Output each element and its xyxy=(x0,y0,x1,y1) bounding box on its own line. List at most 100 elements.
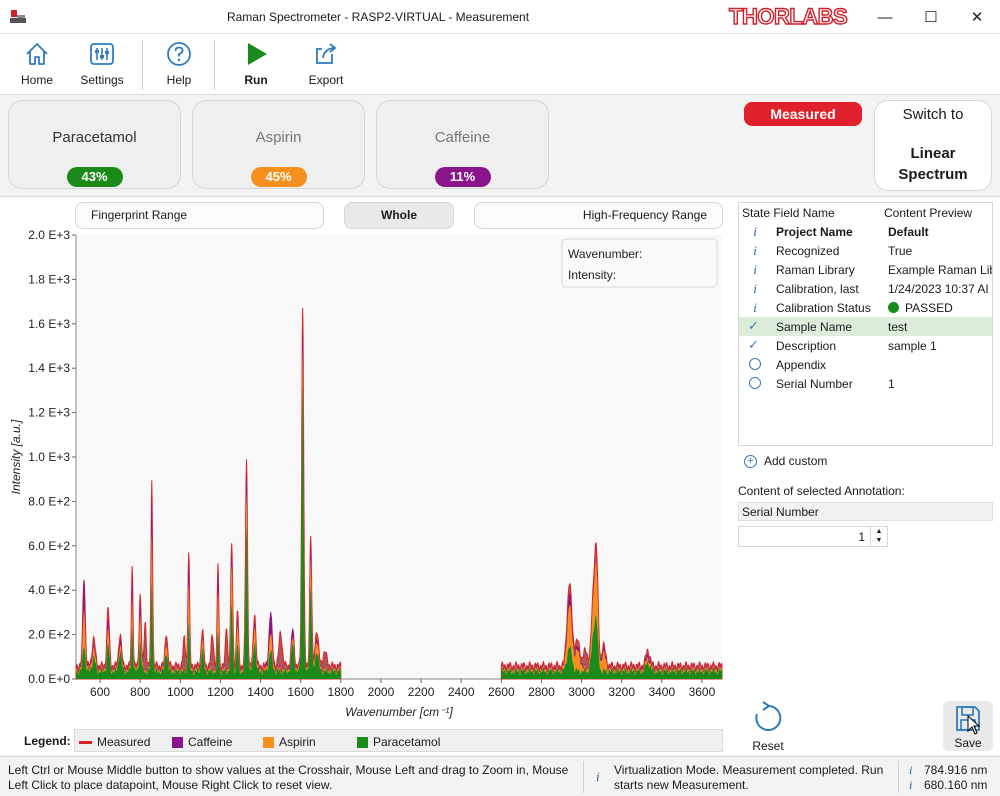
info-icon: i xyxy=(753,300,757,315)
export-button[interactable]: Export xyxy=(305,40,347,92)
row-preview-value: 1/24/2023 10:37 AI xyxy=(888,282,989,296)
stepper-value[interactable]: 1 xyxy=(858,530,865,544)
table-row[interactable]: Serial Number 1 xyxy=(739,374,992,393)
series-paracetamol xyxy=(501,615,722,679)
annotation-table: State Field Name Content Preview i Projec… xyxy=(738,202,993,446)
table-row[interactable]: i Recognized True xyxy=(739,241,992,260)
empty-circle-icon xyxy=(749,358,761,370)
close-button[interactable]: ✕ xyxy=(970,9,984,26)
y-tick-label: 1.8 E+3 xyxy=(28,272,70,286)
x-tick-label: 1400 xyxy=(247,685,274,699)
plot-area xyxy=(76,235,722,679)
spectrum-chart[interactable]: 0.0 E+0 2.0 E+2 4.0 E+2 6.0 E+2 8.0 E+2 1.0 E… xyxy=(0,197,732,727)
substance-card-paracetamol[interactable]: Paracetamol 43% xyxy=(8,100,181,189)
series-aspirin xyxy=(501,562,722,679)
toolbar-separator xyxy=(214,40,215,90)
y-tick-label: 1.2 E+3 xyxy=(28,406,70,420)
annotation-panel: State Field Name Content Preview i Projec… xyxy=(732,197,1000,755)
chart-panel: Fingerprint Range Whole High-Frequency R… xyxy=(0,197,732,755)
legend-item-paracetamol: Paracetamol xyxy=(357,735,440,749)
stepper-down-icon[interactable]: ▼ xyxy=(875,537,883,544)
row-preview-value: sample 1 xyxy=(888,339,937,353)
status-badge: Measured xyxy=(744,102,862,126)
annotation-value-stepper[interactable]: 1 ▲ ▼ xyxy=(738,526,888,547)
stepper-up-icon[interactable]: ▲ xyxy=(875,528,883,535)
table-row[interactable]: i Project Name Default xyxy=(739,222,992,241)
legend-item-measured: Measured xyxy=(79,735,150,749)
check-icon: ✓ xyxy=(748,337,759,352)
crosshair-info-box xyxy=(561,238,718,288)
legend-item-caffeine: Caffeine xyxy=(172,735,232,749)
title-bar: Raman Spectrometer - RASP2-VIRTUAL - Mea… xyxy=(0,0,1000,34)
status-bar: Left Ctrl or Mouse Middle button to show… xyxy=(0,756,1000,796)
table-row[interactable]: i Calibration Status PASSED xyxy=(739,298,992,317)
row-preview-value: Example Raman Lib xyxy=(888,263,993,277)
table-row[interactable]: i Raman Library Example Raman Lib xyxy=(739,260,992,279)
x-tick-label: 1000 xyxy=(167,685,194,699)
status-ok-icon xyxy=(888,302,899,313)
substance-percent-badge: 45% xyxy=(250,167,307,187)
export-icon xyxy=(316,43,337,64)
substance-card-aspirin[interactable]: Aspirin 45% xyxy=(192,100,365,189)
row-field-name: Raman Library xyxy=(776,263,855,277)
fingerprint-range-button[interactable]: Fingerprint Range xyxy=(75,202,324,229)
table-row[interactable]: ✓ Sample Name test xyxy=(739,317,992,336)
x-tick-label: 1200 xyxy=(207,685,234,699)
series-measured xyxy=(75,307,342,680)
settings-label: Settings xyxy=(80,73,124,87)
row-field-name: Calibration Status xyxy=(776,301,871,315)
help-label: Help xyxy=(166,73,192,87)
row-field-name: Calibration, last xyxy=(776,282,859,296)
add-custom-button[interactable]: + Add custom xyxy=(744,454,827,468)
export-label: Export xyxy=(308,73,344,87)
y-tick-label: 1.6 E+3 xyxy=(28,317,70,331)
substance-card-caffeine[interactable]: Caffeine 11% xyxy=(376,100,549,189)
settings-button[interactable]: Settings xyxy=(78,40,126,92)
high-frequency-range-button[interactable]: High-Frequency Range xyxy=(474,202,723,229)
x-tick-label: 2000 xyxy=(368,685,395,699)
row-preview-value: 1 xyxy=(888,377,895,391)
legend-label: Paracetamol xyxy=(373,735,441,749)
table-row[interactable]: Appendix xyxy=(739,355,992,374)
table-row[interactable]: i Calibration, last 1/24/2023 10:37 AI xyxy=(739,279,992,298)
switch-target-line2: Spectrum xyxy=(898,166,968,183)
x-tick-label: 3600 xyxy=(689,685,716,699)
y-tick-label: 4.0 E+2 xyxy=(28,583,70,597)
switch-label: Switch to xyxy=(902,106,964,123)
y-tick-label: 1.0 E+3 xyxy=(28,450,70,464)
reset-icon xyxy=(755,701,782,731)
play-icon xyxy=(248,43,267,65)
info-icon: i xyxy=(753,243,757,258)
substance-name: Paracetamol xyxy=(52,129,137,146)
info-icon: i xyxy=(596,769,600,784)
status-separator xyxy=(898,761,899,793)
help-button[interactable]: Help xyxy=(160,40,198,92)
substance-percent-badge: 11% xyxy=(434,167,491,187)
status-message: Virtualization Mode. Measurement complet… xyxy=(614,763,884,792)
switch-spectrum-button[interactable]: Switch to Linear Spectrum xyxy=(874,100,992,191)
table-row[interactable]: ✓ Description sample 1 xyxy=(739,336,992,355)
x-tick-label: 2600 xyxy=(488,685,515,699)
home-icon xyxy=(26,43,48,65)
selected-annotation-name: Serial Number xyxy=(738,502,993,521)
row-preview-value: True xyxy=(888,244,913,258)
crosshair-intensity-label: Intensity: xyxy=(568,268,616,282)
row-field-name: Appendix xyxy=(776,358,827,372)
x-tick-label: 1800 xyxy=(327,685,354,699)
y-axis-label: Intensity [a.u.] xyxy=(9,419,23,494)
status-hint: Left Ctrl or Mouse Middle button to show… xyxy=(8,763,569,792)
row-preview-value: Default xyxy=(888,225,929,239)
column-header-preview: Content Preview xyxy=(884,206,973,220)
legend-label: Aspirin xyxy=(279,735,316,749)
run-label: Run xyxy=(244,73,268,87)
home-button[interactable]: Home xyxy=(18,40,56,92)
status-value-2: 680.160 nm xyxy=(924,778,988,792)
maximize-button[interactable]: ☐ xyxy=(924,9,938,26)
reset-button[interactable]: Reset xyxy=(752,701,784,753)
info-icon: i xyxy=(753,262,757,277)
minimize-button[interactable]: — xyxy=(877,8,893,26)
row-field-name: Sample Name xyxy=(776,320,853,334)
settings-icon xyxy=(90,43,114,65)
whole-range-button[interactable]: Whole xyxy=(344,202,454,229)
run-button[interactable]: Run xyxy=(237,40,275,92)
